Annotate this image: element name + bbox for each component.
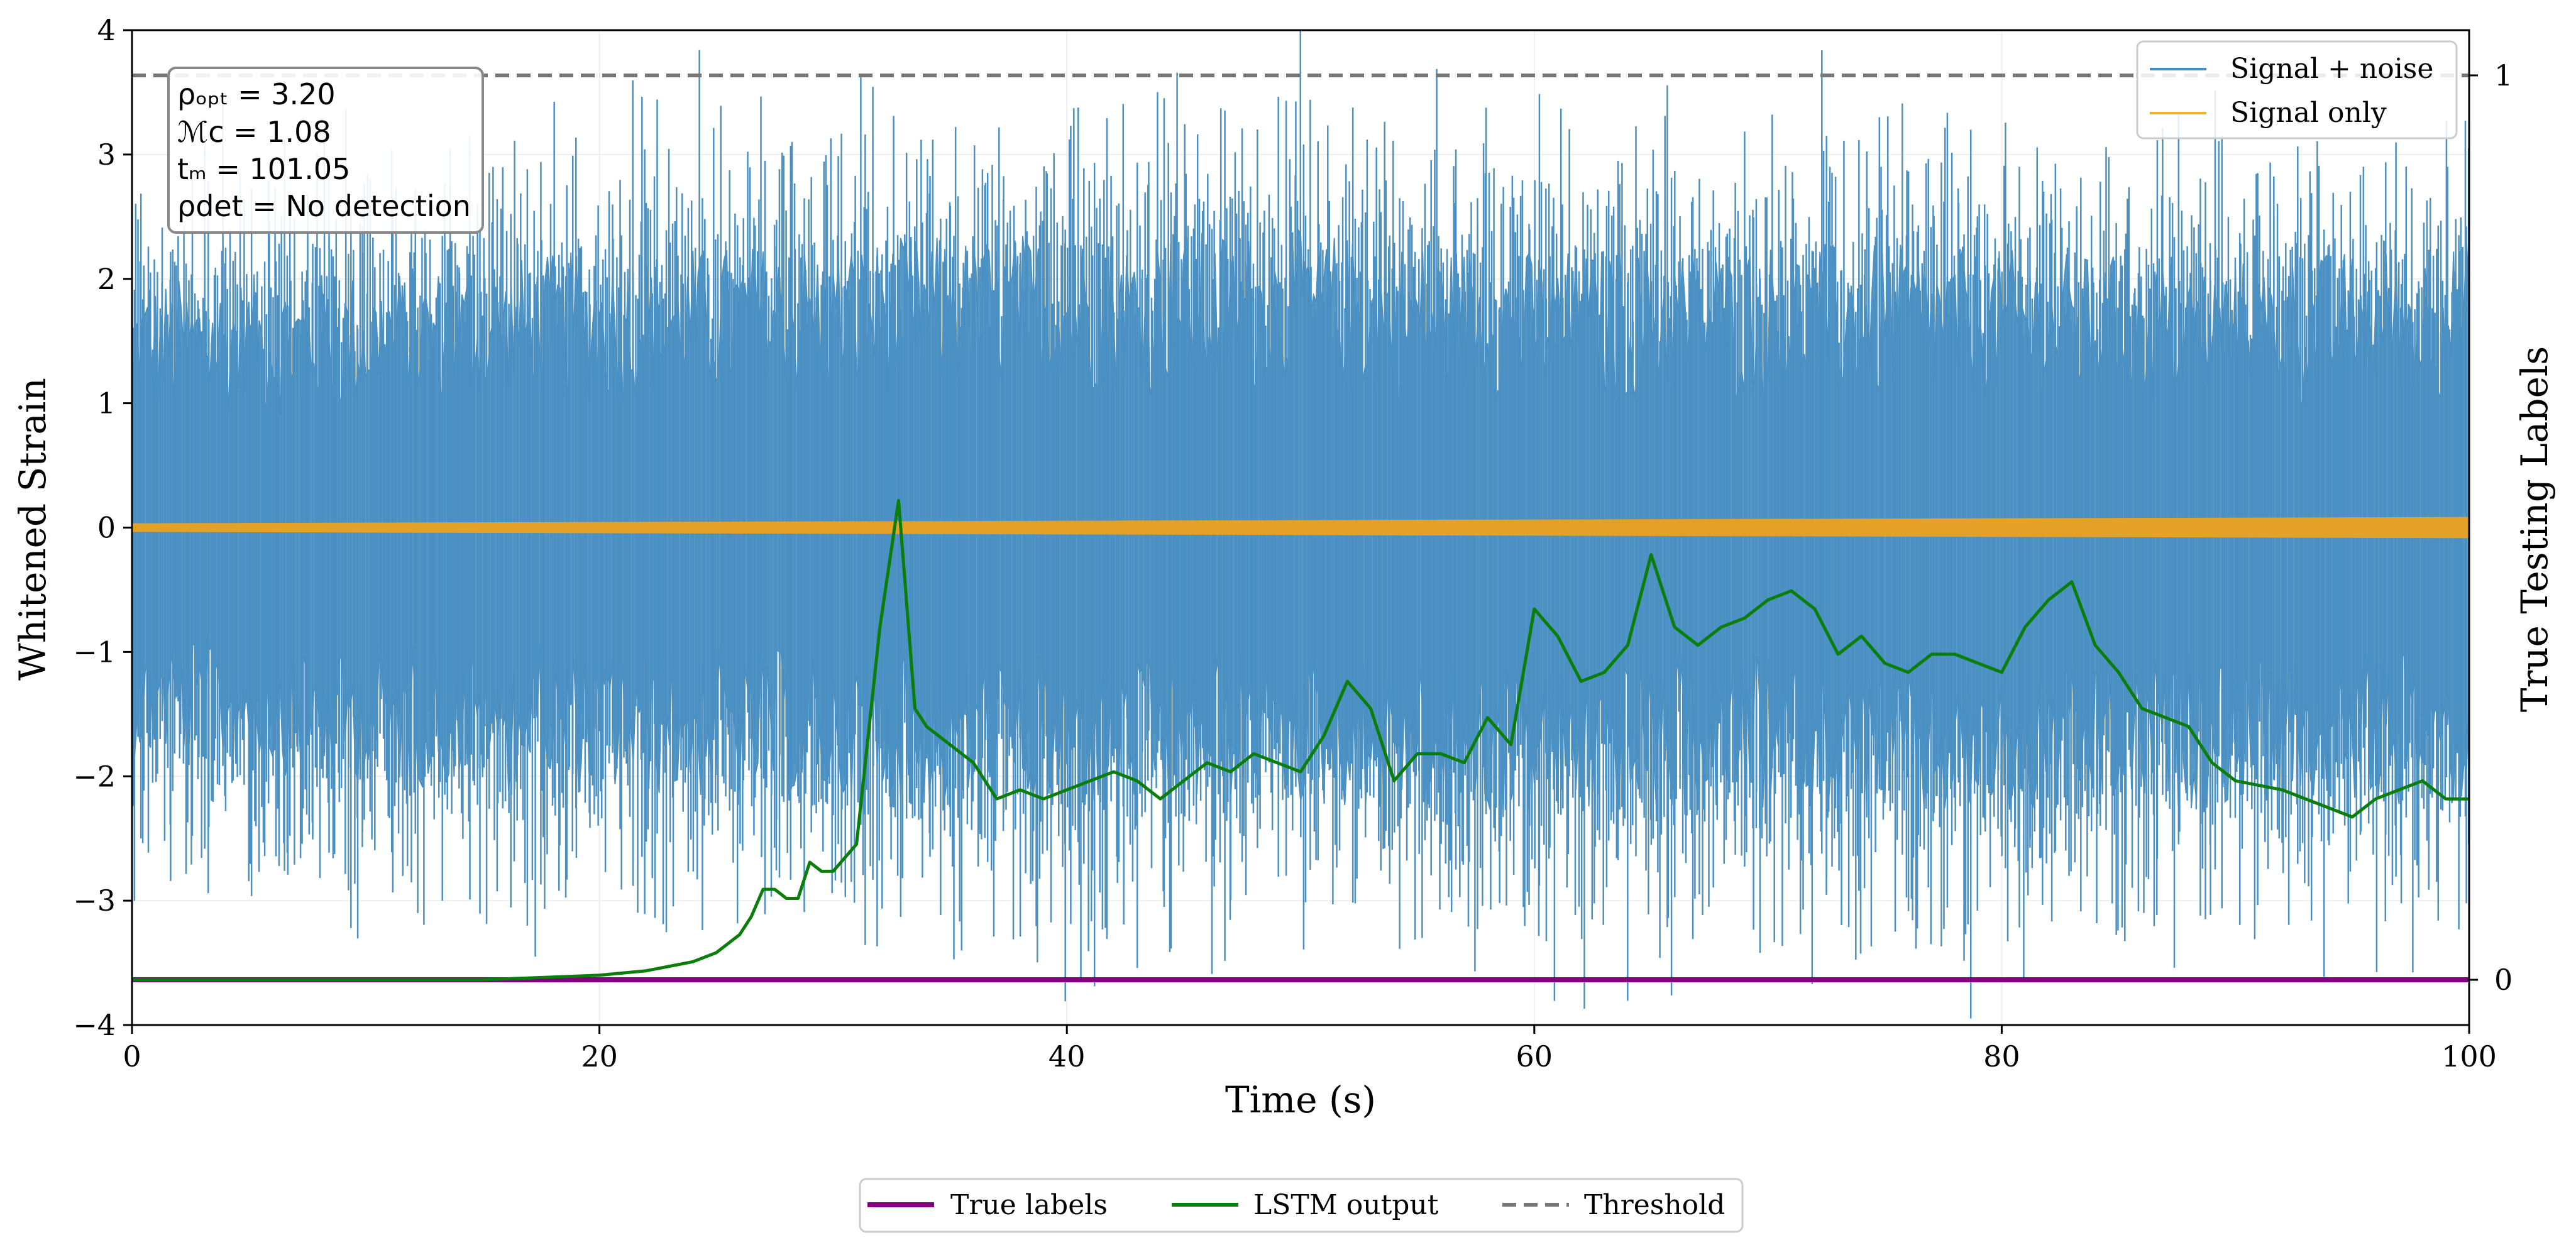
y-tick-label-left: 1	[97, 387, 116, 420]
annotation-detection-snr: ρdet = No detection	[177, 189, 471, 223]
x-tick-label: 100	[2441, 1039, 2497, 1073]
y-tick-label-left: −1	[73, 635, 116, 669]
x-tick-label: 20	[581, 1039, 618, 1073]
signal-only-series	[132, 517, 2469, 539]
x-tick-label: 80	[1983, 1039, 2020, 1073]
y-tick-label-left: 4	[97, 13, 116, 47]
legend-true-labels-label: True labels	[950, 1189, 1108, 1221]
annotation-rho-opt: ρₒₚₜ = 3.20	[177, 77, 336, 111]
y-tick-label-left: −3	[73, 884, 116, 918]
y-tick-label-right: 0	[2494, 963, 2513, 997]
x-axis: 0 20 40 60 80 100	[123, 1025, 2497, 1073]
legend-signal-only-label: Signal only	[2230, 97, 2387, 129]
legend-upper: Signal + noise Signal only	[2136, 40, 2458, 140]
y-tick-label-left: 2	[97, 262, 116, 296]
lstm-output-line	[132, 498, 2469, 982]
legend-lstm-label: LSTM output	[1253, 1189, 1439, 1221]
x-tick-label: 60	[1516, 1039, 1553, 1073]
annotation-chirp-mass: ℳᴄ = 1.08	[177, 115, 331, 149]
y-tick-label-right: 1	[2494, 58, 2513, 92]
x-tick-label: 40	[1049, 1039, 1086, 1073]
y-axis-left: −4 −3 −2 −1 0 1 2 3 4	[73, 13, 132, 1042]
annotation-box: ρₒₚₜ = 3.20 ℳᴄ = 1.08 tₘ = 101.05 ρdet =…	[167, 67, 484, 234]
legend-lower: True labels LSTM output Threshold	[859, 1178, 1744, 1233]
y-tick-label-left: 0	[97, 511, 116, 545]
x-axis-label: Time (s)	[1225, 1078, 1376, 1121]
y-tick-label-left: −2	[73, 759, 116, 793]
y-axis-right: 01	[2469, 58, 2513, 997]
y-axis-label-left: Whitened Strain	[11, 378, 54, 681]
y-tick-label-left: −4	[73, 1008, 116, 1042]
x-tick-label: 0	[123, 1039, 141, 1073]
y-tick-label-left: 3	[97, 138, 116, 172]
annotation-merger-time: tₘ = 101.05	[177, 152, 350, 186]
legend-threshold-label: Threshold	[1584, 1189, 1725, 1221]
y-axis-label-right: True Testing Labels	[2513, 346, 2556, 712]
legend-signal-noise-label: Signal + noise	[2230, 53, 2433, 85]
